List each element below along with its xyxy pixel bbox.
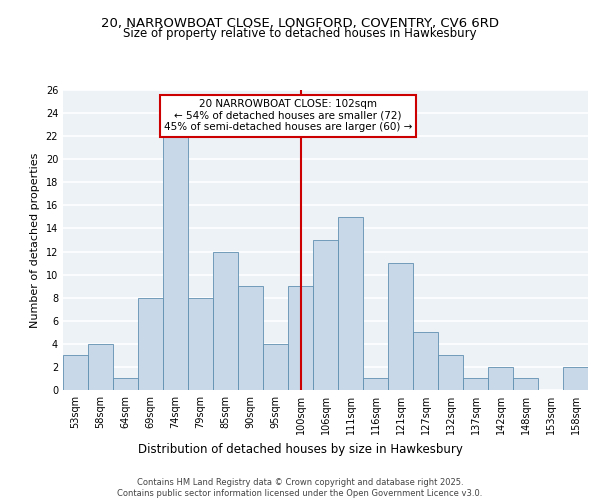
Bar bbox=[563, 367, 588, 390]
Bar bbox=[313, 240, 338, 390]
Bar bbox=[63, 356, 88, 390]
Bar bbox=[388, 263, 413, 390]
Bar bbox=[413, 332, 438, 390]
Bar bbox=[513, 378, 538, 390]
Bar bbox=[88, 344, 113, 390]
Bar bbox=[113, 378, 138, 390]
Bar bbox=[263, 344, 288, 390]
Text: 20, NARROWBOAT CLOSE, LONGFORD, COVENTRY, CV6 6RD: 20, NARROWBOAT CLOSE, LONGFORD, COVENTRY… bbox=[101, 18, 499, 30]
Text: Distribution of detached houses by size in Hawkesbury: Distribution of detached houses by size … bbox=[137, 442, 463, 456]
Text: 20 NARROWBOAT CLOSE: 102sqm
← 54% of detached houses are smaller (72)
45% of sem: 20 NARROWBOAT CLOSE: 102sqm ← 54% of det… bbox=[164, 99, 412, 132]
Bar bbox=[338, 217, 363, 390]
Bar bbox=[188, 298, 213, 390]
Bar bbox=[363, 378, 388, 390]
Bar bbox=[288, 286, 313, 390]
Bar bbox=[488, 367, 513, 390]
Bar bbox=[238, 286, 263, 390]
Bar bbox=[213, 252, 238, 390]
Text: Size of property relative to detached houses in Hawkesbury: Size of property relative to detached ho… bbox=[123, 28, 477, 40]
Bar bbox=[163, 136, 188, 390]
Y-axis label: Number of detached properties: Number of detached properties bbox=[30, 152, 40, 328]
Text: Contains HM Land Registry data © Crown copyright and database right 2025.
Contai: Contains HM Land Registry data © Crown c… bbox=[118, 478, 482, 498]
Bar bbox=[138, 298, 163, 390]
Bar bbox=[438, 356, 463, 390]
Bar bbox=[463, 378, 488, 390]
